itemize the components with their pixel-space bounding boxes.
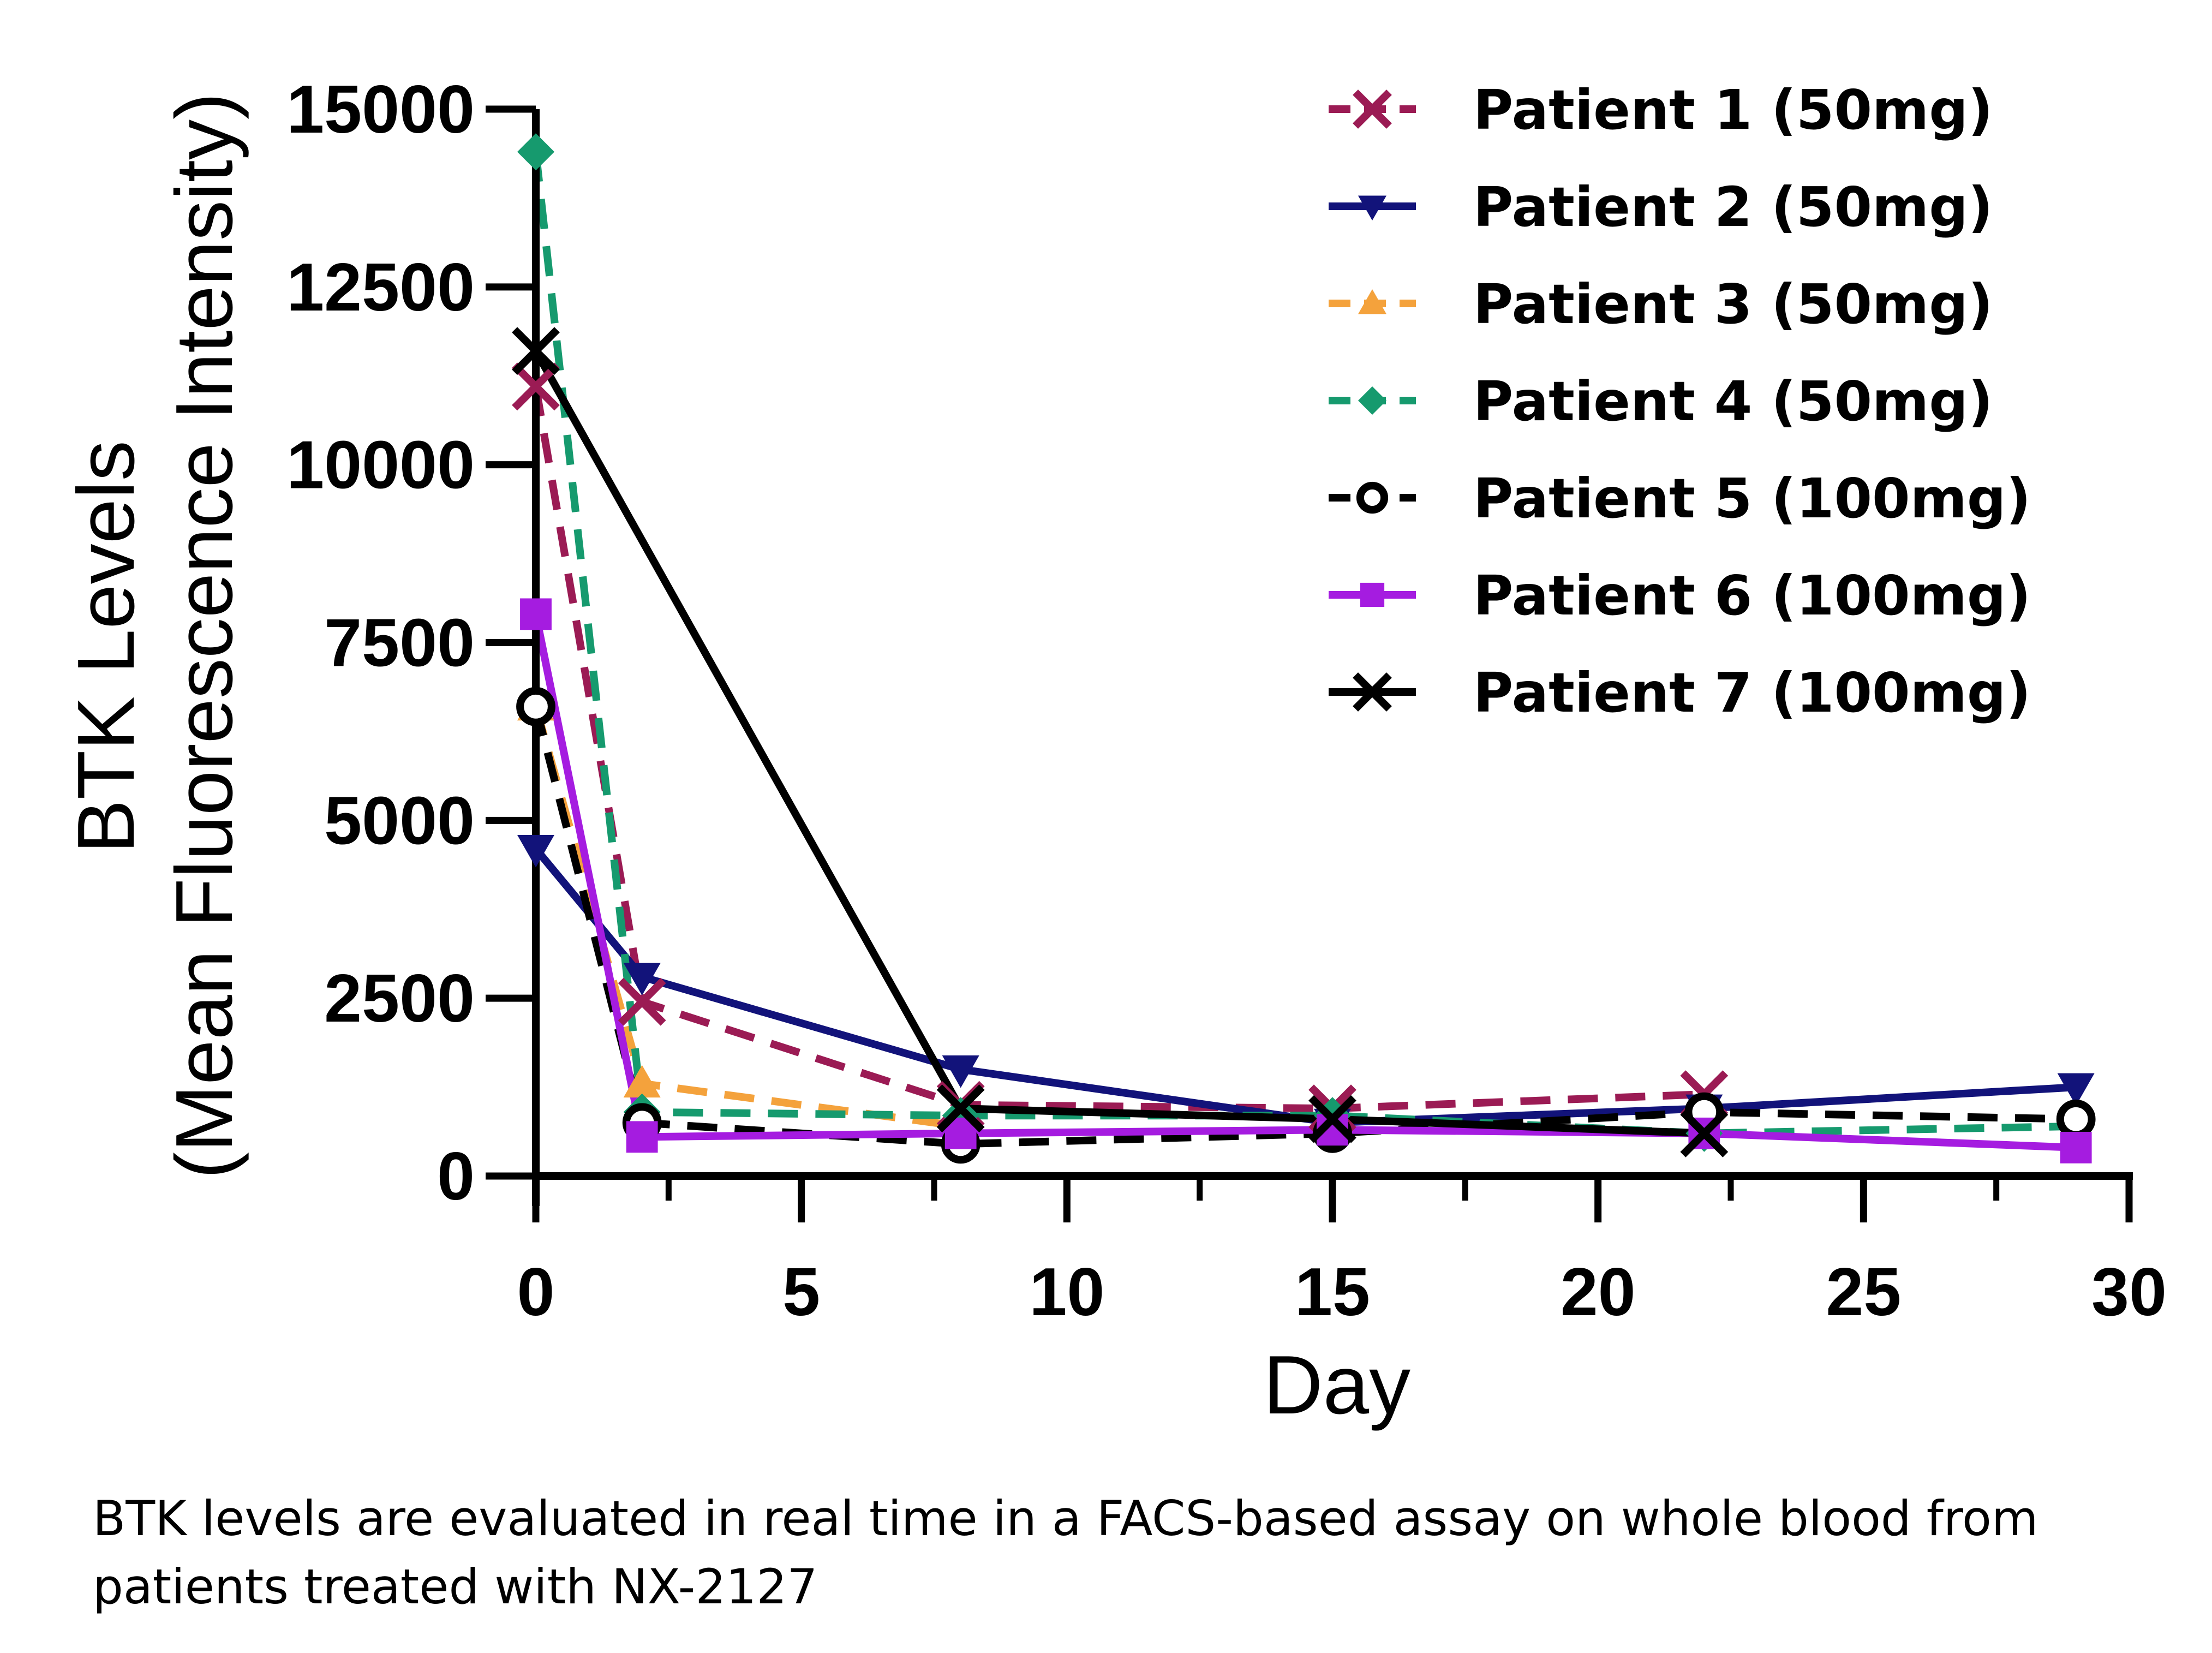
data-point-patient-7 [936, 1084, 985, 1133]
y-tick-label: 12500 [286, 250, 475, 325]
y-tick-label: 10000 [286, 428, 475, 503]
x-tick-label: 5 [782, 1255, 820, 1330]
series-line-patient-6 [532, 613, 2076, 1151]
x-tick-label: 30 [2091, 1255, 2167, 1330]
data-point-patient-5 [2056, 1099, 2096, 1139]
legend-swatch-marker [1353, 89, 1392, 129]
data-point-patient-3 [623, 1065, 661, 1098]
data-point-patient-6 [520, 598, 552, 630]
y-tick-label: 2500 [324, 961, 475, 1036]
legend: Patient 1 (50mg) Patient 2 (50mg) Patient … [1329, 78, 2031, 725]
y-tick-label: 7500 [324, 606, 475, 681]
x-tick-label: 25 [1826, 1255, 1901, 1330]
legend-item: Patient 2 (50mg) [1329, 175, 1993, 239]
x-axis-title: Day [1263, 1339, 1410, 1431]
y-axis-title-line1: BTK Levels [61, 440, 151, 854]
x-tick-label: 20 [1561, 1255, 1636, 1330]
data-point-patient-5 [516, 687, 555, 726]
plot-markers [512, 133, 2096, 1164]
legend-swatch-marker [1358, 386, 1386, 415]
data-point-patient-1 [512, 362, 560, 411]
legend-label: Patient 5 (100mg) [1473, 467, 2031, 530]
legend-label: Patient 4 (50mg) [1473, 369, 1993, 433]
series-line-patient-5 [532, 706, 2076, 1148]
series-line-patient-2 [533, 846, 2077, 1127]
chart-caption: BTK levels are evaluated in real time in… [93, 1490, 2038, 1615]
legend-label: Patient 2 (50mg) [1473, 175, 1993, 239]
data-point-patient-2 [517, 834, 554, 868]
ticks: 0 2500 5000 7500 10000 12500 15000 0 5 10 15 20 25 30 [286, 72, 2167, 1330]
data-point-patient-7 [512, 327, 560, 375]
legend-item: Patient 4 (50mg) [1329, 369, 1993, 433]
series-line-patient-7 [532, 349, 1705, 1137]
legend-item: Patient 3 (50mg) [1329, 272, 1993, 336]
data-point-patient-1 [618, 977, 666, 1026]
legend-swatch-marker [1358, 195, 1386, 220]
data-point-patient-2 [623, 963, 661, 996]
legend-item: Patient 1 (50mg) [1329, 78, 1993, 142]
y-axis-title-line2: (Mean Fluorescence Intensity) [159, 93, 249, 1179]
data-point-patient-7 [1308, 1095, 1356, 1143]
legend-label: Patient 1 (50mg) [1473, 78, 1993, 142]
legend-item: Patient 5 (100mg) [1329, 467, 2031, 530]
legend-item: Patient 6 (100mg) [1329, 564, 2031, 628]
y-tick-label: 15000 [286, 72, 475, 147]
y-tick-label: 5000 [324, 783, 475, 858]
legend-swatch-marker [1356, 481, 1389, 514]
legend-label: Patient 7 (100mg) [1473, 661, 2031, 725]
x-tick-label: 10 [1029, 1255, 1104, 1330]
data-point-patient-7 [1680, 1109, 1729, 1157]
data-point-patient-2 [942, 1055, 979, 1088]
data-point-patient-6 [626, 1121, 658, 1153]
y-tick-label: 0 [437, 1139, 475, 1214]
legend-label: Patient 6 (100mg) [1473, 564, 2031, 628]
x-tick-label: 0 [517, 1255, 555, 1330]
data-point-patient-6 [2060, 1131, 2092, 1163]
x-tick-label: 15 [1295, 1255, 1370, 1330]
data-point-patient-2 [2057, 1073, 2095, 1106]
legend-swatch-marker [1360, 582, 1385, 607]
legend-swatch-marker [1353, 672, 1392, 712]
legend-item: Patient 7 (100mg) [1329, 661, 2031, 725]
legend-label: Patient 3 (50mg) [1473, 272, 1993, 336]
data-point-patient-4 [517, 133, 554, 171]
y-axis-title: BTK Levels (Mean Fluorescence Intensity) [61, 93, 249, 1179]
legend-swatch-marker [1358, 289, 1386, 314]
